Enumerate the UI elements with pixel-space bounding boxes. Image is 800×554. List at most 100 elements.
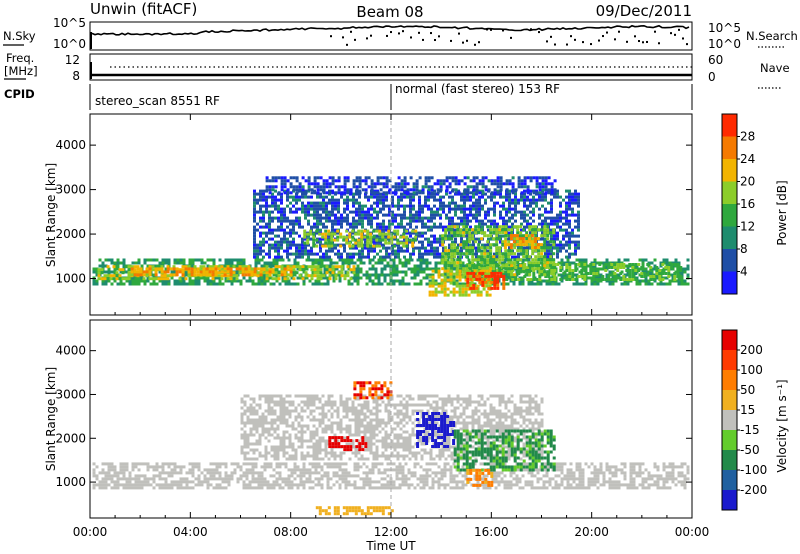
heatmap-cell [340,274,344,278]
heatmap-cell [430,210,433,214]
heatmap-cell [442,228,445,232]
heatmap-cell [286,216,289,220]
heatmap-cell [469,219,472,223]
heatmap-cell [295,198,298,202]
heatmap-cell [490,219,493,223]
heatmap-cell [667,272,671,275]
heatmap-cell [456,264,460,268]
heatmap-cell [577,204,580,208]
heatmap-cell [493,195,496,199]
heatmap-cell [456,267,460,271]
heatmap-cell [409,207,412,211]
heatmap-cell [487,207,490,211]
heatmap-cell [257,279,261,283]
heatmap-cell [553,234,556,238]
heatmap-cell [325,201,328,205]
heatmap-cell [525,237,529,241]
heatmap-cell [552,243,556,247]
heatmap-cell [317,258,321,262]
heatmap-cell [556,222,559,226]
heatmap-cell [412,191,416,195]
heatmap-cell [676,275,680,278]
heatmap-cell [241,265,245,269]
heatmap-cell [601,278,605,281]
heatmap-cell [322,225,325,229]
heatmap-cell [515,237,519,241]
heatmap-cell [483,267,487,271]
heatmap-cell [537,267,541,271]
heatmap-cell [283,210,286,214]
heatmap-cell [119,462,123,466]
heatmap-cell [208,270,212,274]
heatmap-cell [403,225,406,229]
heatmap-cell [379,207,382,211]
heatmap-cell [388,179,392,183]
heatmap-cell [443,287,447,291]
heatmap-cell [116,474,120,478]
heatmap-cell [206,471,210,475]
heatmap-cell [325,207,328,211]
heatmap-cell [453,225,457,229]
heatmap-cell [498,261,502,265]
heatmap-cell [437,272,441,276]
heatmap-cell [265,234,268,238]
heatmap-cell [574,266,578,269]
heatmap-cell [488,272,492,276]
heatmap-cell [638,279,642,283]
heatmap-cell [283,189,286,193]
heatmap-cell [541,192,544,196]
heatmap-cell [107,471,111,475]
heatmap-cell [280,198,283,202]
heatmap-cell [137,276,141,280]
heatmap-cell [376,213,379,217]
heatmap-cell [215,468,219,472]
heatmap-cell [431,290,435,294]
heatmap-cell [343,277,347,281]
heatmap-cell [369,238,373,242]
heatmap-cell [473,290,477,294]
heatmap-cell [308,477,312,481]
heatmap-cell [283,219,286,223]
heatmap-cell [450,252,454,256]
heatmap-cell [292,195,295,199]
heatmap-cell [546,246,550,250]
heatmap-cell [410,270,414,274]
heatmap-cell [489,234,493,238]
heatmap-cell [483,234,487,238]
heatmap-cell [574,246,577,250]
heatmap-cell [370,185,374,189]
heatmap-cell [475,176,479,180]
heatmap-cell [568,195,571,199]
heatmap-cell [301,188,305,192]
heatmap-cell [433,225,436,229]
heatmap-cell [256,201,259,205]
heatmap-cell [275,462,279,466]
heatmap-cell [565,189,568,193]
heatmap-cell [146,477,150,481]
heatmap-cell [271,179,275,183]
heatmap-cell [419,261,423,265]
heatmap-cell [281,477,285,481]
heatmap-cell [556,216,559,220]
heatmap-cell [496,191,500,195]
heatmap-cell [391,249,394,253]
heatmap-cell [223,271,227,275]
heatmap-cell [122,486,126,490]
heatmap-cell [339,244,343,248]
heatmap-cell [439,179,443,183]
heatmap-cell [346,255,349,259]
heatmap-cell [355,219,358,223]
heatmap-cell [662,282,666,286]
heatmap-cell [112,274,116,278]
heatmap-cell [407,267,411,271]
heatmap-cell [622,263,626,266]
heatmap-cell [665,261,669,265]
heatmap-cell [460,240,463,244]
noise-search-point [458,32,460,35]
heatmap-cell [504,228,508,232]
heatmap-cell [221,486,225,490]
heatmap-cell [637,263,641,266]
heatmap-cell [322,210,325,214]
heatmap-cell [546,270,550,274]
